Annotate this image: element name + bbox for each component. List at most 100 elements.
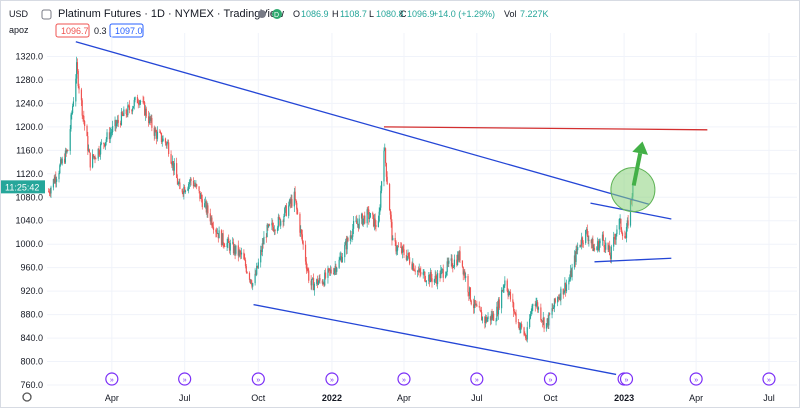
event-marker-icon[interactable] [762,372,776,386]
candle-body [495,320,497,322]
candle-body [149,116,151,122]
price-tick-label: 960.0 [20,263,43,273]
candle-body [54,176,56,183]
candle-body [271,222,273,226]
candle-body [535,303,537,306]
gear-icon[interactable] [22,392,32,402]
candle-body [502,287,504,292]
candle-body [333,269,335,274]
candle-body [485,317,488,322]
candle-body [429,272,432,283]
candle-body [327,268,329,278]
event-marker-icon[interactable] [397,372,411,386]
low-value: 1080.8 [376,9,404,19]
candle-body [64,150,67,163]
event-marker-icon[interactable] [470,372,484,386]
event-marker-icon[interactable] [325,372,339,386]
candle-body [514,312,516,314]
event-marker-icon[interactable] [619,372,634,386]
price-tick-label: 1080.0 [15,192,43,202]
candle-body [396,250,398,252]
event-marker-glyph: » [549,377,553,384]
candle-body [120,111,123,125]
candle-body [597,241,599,248]
settings-gear[interactable] [22,392,32,402]
candle-body [504,280,506,286]
candle-body [188,183,190,189]
candle-body [423,271,425,273]
candle-body [513,311,516,313]
study-label: apoz [9,25,29,35]
candle-body [620,218,622,230]
candle-body [437,273,439,285]
candle-body [347,238,349,241]
candle-body [72,101,75,107]
candle-body [441,269,444,271]
event-marker-icon[interactable] [105,372,119,386]
candle-body [105,139,107,143]
candle-body [469,287,471,296]
event-marker-icon[interactable] [251,372,265,386]
candle-body [108,132,111,140]
candle-body [478,306,480,308]
time-axis[interactable]: Apr Jul Oct 2022 Apr Jul Oct 2023 Apr Jul [105,393,775,403]
candle-body [172,161,175,171]
candle-body [306,268,308,270]
candle-body [100,142,103,144]
candle-body [619,218,621,220]
candle-body [358,218,360,229]
candle-body [525,338,528,340]
candle-body [277,216,279,228]
candle-body [441,269,443,271]
candle-body [196,184,198,187]
event-marker-icon[interactable] [543,372,558,386]
sell-box[interactable] [55,23,90,38]
candle-body [92,154,94,168]
event-marker-icon[interactable] [689,372,703,386]
candle-body [112,126,114,132]
buy-box[interactable] [109,23,144,38]
candle-body [240,252,243,255]
candle-body [473,300,476,309]
candle-body [574,255,576,262]
candle-body [613,237,616,239]
candle-body [265,236,267,238]
price-axis[interactable]: 760.0 800.0 840.0 880.0 920.0 960.0 1000.0 1040… [15,51,43,390]
candle-body [445,272,448,276]
high-label: H [332,9,339,19]
candle-body [576,249,578,251]
event-markers[interactable]: »»»»»»»»»»» [105,372,776,386]
candle-body [294,191,296,200]
time-tick-label: 2022 [322,393,342,403]
candle-body [451,258,453,268]
candle-body [176,163,178,178]
candle-body [553,298,556,308]
candle-body [159,131,161,133]
candle-body [111,131,113,133]
drawings[interactable] [75,41,708,376]
candle-body [145,108,147,117]
candle-body [295,199,297,203]
candle-body [558,297,560,299]
candle-body [310,280,312,286]
event-marker-icon[interactable] [178,372,192,386]
candle-body [273,230,275,232]
candle-body [350,235,352,238]
candle-body [177,183,179,185]
candle-body [386,176,388,185]
candle-body [475,304,477,306]
candle-body [506,280,508,292]
candle-body [603,240,605,248]
candle-body [408,257,411,264]
candle-body [590,239,592,244]
event-marker-glyph: » [402,377,406,384]
market-status-icon[interactable] [272,9,282,19]
candle-body [501,290,503,309]
candle-body [374,218,376,225]
candle-body [335,266,337,272]
candle-body [120,122,122,125]
candle-body [458,251,460,261]
candle-body [237,245,239,256]
candle-body [545,323,548,329]
